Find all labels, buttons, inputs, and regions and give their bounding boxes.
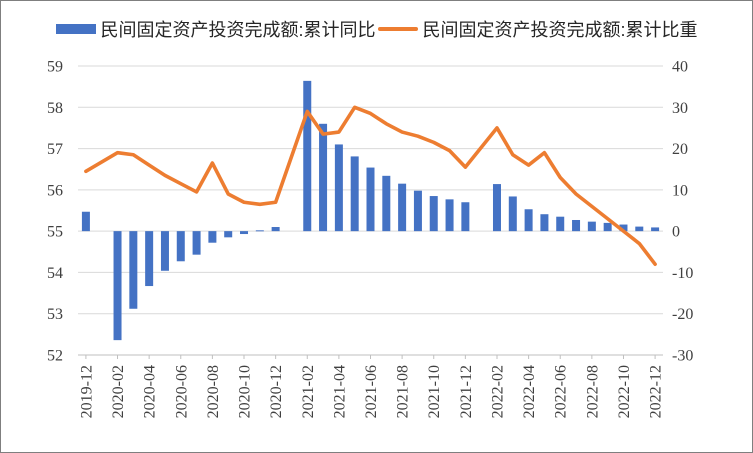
x-tick-label: 2022-12 [648, 365, 665, 418]
bar [572, 219, 581, 232]
legend-label-yoy: 民间固定资产投资完成额:累计同比 [100, 20, 376, 40]
legend-item-yoy[interactable]: 民间固定资产投资完成额:累计同比 [55, 16, 376, 42]
x-tick-label: 2021-02 [300, 365, 317, 418]
bar [651, 227, 660, 232]
x-tick-label: 2021-10 [426, 365, 443, 418]
bar [255, 230, 264, 232]
bar [81, 211, 90, 232]
x-tick-label: 2019-12 [78, 365, 95, 418]
bar [208, 231, 217, 243]
x-tick-label: 2022-08 [584, 365, 601, 418]
bar [445, 199, 454, 232]
x-tick-label: 2021-12 [458, 365, 475, 418]
bar [524, 209, 533, 232]
x-tick-label: 2022-06 [553, 365, 570, 418]
y-left-tick-label: 57 [47, 141, 63, 158]
legend-item-share[interactable]: 民间固定资产投资完成额:累计比重 [377, 16, 698, 42]
bar [603, 222, 612, 232]
bar [398, 183, 407, 232]
bar [319, 123, 328, 232]
bar [619, 224, 628, 232]
bar [334, 144, 343, 232]
x-tick-label: 2021-04 [331, 365, 348, 418]
y-left-tick-label: 59 [47, 59, 63, 76]
legend-label-share: 民间固定资产投资完成额:累计比重 [422, 20, 698, 40]
bar [129, 231, 138, 309]
x-tick-label: 2022-04 [521, 365, 538, 418]
bar [508, 196, 517, 232]
y-left-tick-label: 56 [47, 182, 63, 199]
bar [350, 156, 359, 232]
x-tick-label: 2022-02 [489, 365, 506, 418]
y-right-tick-label: 30 [672, 100, 688, 117]
x-tick-label: 2021-06 [363, 365, 380, 418]
y-left-tick-label: 58 [47, 100, 63, 117]
bar [461, 202, 470, 232]
y-left-tick-label: 52 [47, 348, 63, 365]
bar [303, 80, 312, 232]
bar [587, 221, 596, 232]
bar [540, 214, 549, 232]
y-axis-left-labels: 59 58 57 56 55 54 53 52 [47, 59, 63, 365]
bar [176, 231, 185, 262]
bar [160, 231, 169, 271]
bar [271, 227, 280, 232]
legend-bar-swatch-icon [55, 24, 96, 34]
bar [224, 231, 233, 238]
y-right-tick-label: 10 [672, 182, 688, 199]
bar-series-yoy [81, 80, 660, 341]
y-left-tick-label: 55 [47, 224, 63, 241]
x-tick-label: 2020-08 [205, 365, 222, 418]
bar [192, 231, 201, 255]
x-tick-label: 2021-08 [395, 365, 412, 418]
legend-line-swatch-icon [377, 27, 418, 31]
x-tick-label: 2020-04 [142, 365, 159, 418]
y-right-tick-label: -20 [672, 306, 693, 323]
bar [635, 226, 644, 232]
x-tick-label: 2020-12 [268, 365, 285, 418]
bar [556, 216, 565, 232]
bar [366, 167, 375, 232]
bar [429, 196, 438, 232]
y-left-tick-label: 54 [47, 265, 63, 282]
bar [382, 175, 391, 232]
y-right-tick-label: -10 [672, 265, 693, 282]
y-right-tick-label: 0 [672, 224, 680, 241]
x-tick-label: 2020-06 [173, 365, 190, 418]
bar [240, 231, 249, 235]
x-tick-label: 2020-10 [237, 365, 254, 418]
x-tick-label: 2022-10 [616, 365, 633, 418]
x-axis-labels: 2019-12 2020-02 2020-04 2020-06 2020-08 2020-… [78, 365, 664, 418]
y-right-tick-label: 20 [672, 141, 688, 158]
x-axis-ticks [85, 355, 656, 359]
y-right-tick-label: 40 [672, 59, 688, 76]
y-axis-right-labels: 40 30 20 10 0 -10 -20 -30 [672, 59, 693, 365]
y-right-tick-label: -30 [672, 348, 693, 365]
bar [145, 231, 154, 287]
bar [413, 190, 422, 232]
bar [113, 231, 122, 341]
share-line [84, 105, 657, 266]
chart-legend: 民间固定资产投资完成额:累计同比 民间固定资产投资完成额:累计比重 [1, 16, 752, 42]
x-tick-label: 2020-02 [110, 365, 127, 418]
y-left-tick-label: 53 [47, 306, 63, 323]
bar [492, 184, 501, 232]
